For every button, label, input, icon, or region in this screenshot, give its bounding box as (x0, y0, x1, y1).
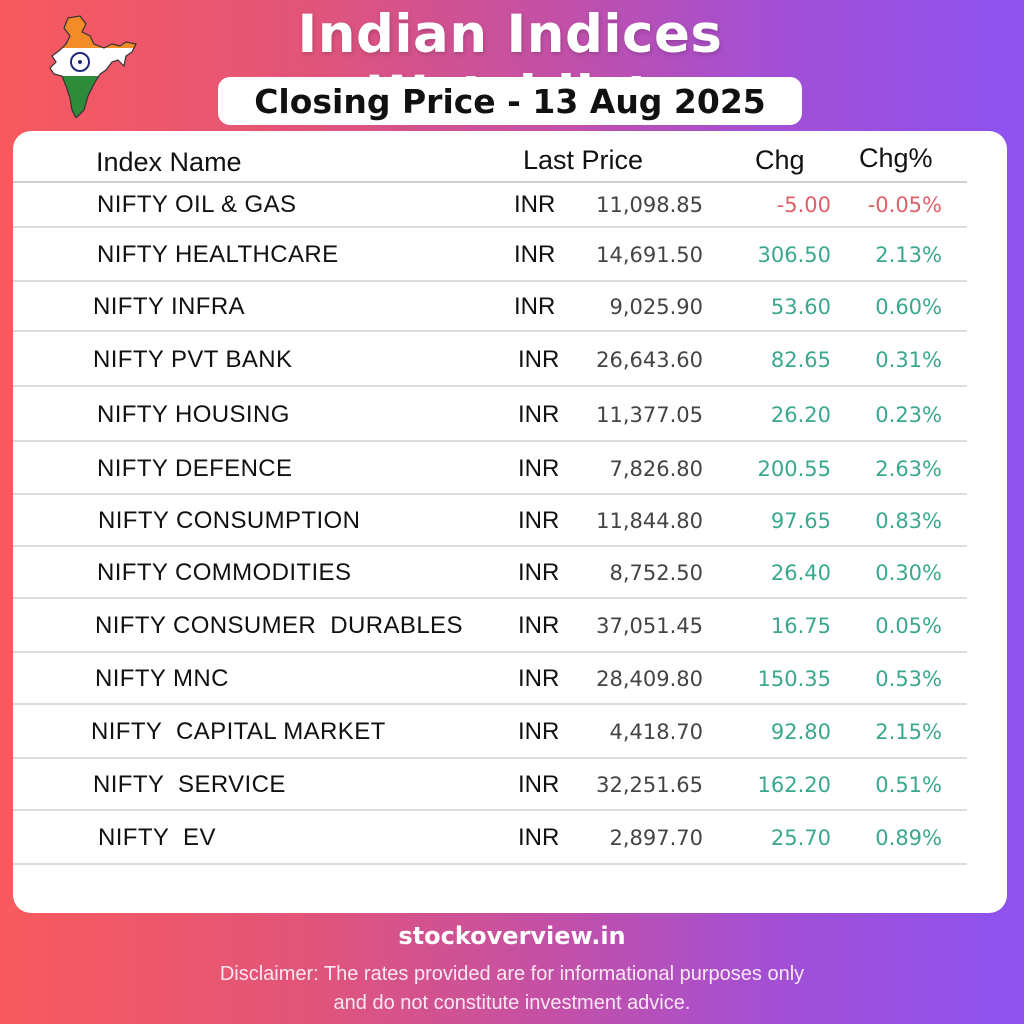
table-row[interactable]: NIFTY CONSUMPTION INR 11,844.80 97.65 0.83% (13, 495, 967, 547)
index-name: NIFTY HOUSING (97, 401, 290, 428)
index-name: NIFTY INFRA (93, 293, 245, 320)
last-price: 4,418.70 (609, 720, 703, 744)
table-row[interactable]: NIFTY OIL & GAS INR 11,098.85 -5.00 -0.05% (13, 181, 967, 228)
table-row[interactable]: NIFTY DEFENCE INR 7,826.80 200.55 2.63% (13, 442, 967, 495)
change-percent: 0.31% (875, 348, 942, 372)
table-header-row: Index Name Last Price Chg Chg% (13, 131, 967, 183)
table-row[interactable]: NIFTY HOUSING INR 11,377.05 26.20 0.23% (13, 387, 967, 442)
change-percent: 2.15% (875, 720, 942, 744)
change-percent: 0.60% (875, 295, 942, 319)
column-header-name: Index Name (96, 147, 242, 177)
change-percent: 0.53% (875, 667, 942, 691)
change-value: 16.75 (770, 614, 831, 638)
last-price: 2,897.70 (609, 826, 703, 850)
currency-label: INR (518, 665, 560, 692)
last-price: 11,098.85 (596, 193, 703, 217)
change-percent: 0.51% (875, 773, 942, 797)
last-price: 28,409.80 (596, 667, 703, 691)
change-value: 306.50 (757, 243, 831, 267)
currency-label: INR (518, 771, 560, 798)
change-percent: 0.05% (875, 614, 942, 638)
change-percent: -0.05% (867, 193, 942, 217)
india-flag-map-icon (49, 15, 137, 118)
change-percent: 0.23% (875, 403, 942, 427)
last-price: 8,752.50 (609, 561, 703, 585)
column-header-price: Last Price (523, 145, 644, 175)
index-name: NIFTY CONSUMPTION (98, 507, 361, 534)
index-name: NIFTY CAPITAL MARKET (91, 718, 386, 745)
disclaimer-line-2: and do not constitute investment advice. (333, 992, 691, 1014)
change-value: 25.70 (770, 826, 831, 850)
column-header-chg: Chg (755, 145, 805, 175)
currency-label: INR (518, 718, 560, 745)
last-price: 26,643.60 (596, 348, 703, 372)
table-row[interactable]: NIFTY PVT BANK INR 26,643.60 82.65 0.31% (13, 332, 967, 387)
change-value: 150.35 (757, 667, 831, 691)
change-value: 162.20 (757, 773, 831, 797)
currency-label: INR (518, 346, 560, 373)
table-row[interactable]: NIFTY HEALTHCARE INR 14,691.50 306.50 2.13% (13, 228, 967, 282)
table-row[interactable]: NIFTY COMMODITIES INR 8,752.50 26.40 0.30% (13, 547, 967, 599)
table-row[interactable]: NIFTY CONSUMER DURABLES INR 37,051.45 16.75… (13, 599, 967, 653)
last-price: 32,251.65 (596, 773, 703, 797)
index-name: NIFTY MNC (95, 665, 229, 692)
currency-label: INR (518, 612, 560, 639)
currency-label: INR (514, 293, 556, 320)
currency-label: INR (518, 507, 560, 534)
date-subtitle: Closing Price - 13 Aug 2025 (218, 77, 802, 125)
index-name: NIFTY COMMODITIES (97, 559, 352, 586)
disclaimer: Disclaimer: The rates provided are for i… (0, 960, 1024, 1018)
index-name: NIFTY SERVICE (93, 771, 286, 798)
change-value: 26.40 (770, 561, 831, 585)
watchlist-table: Index Name Last Price Chg Chg% NIFTY OIL… (13, 131, 1007, 913)
change-percent: 0.83% (875, 509, 942, 533)
change-value: 82.65 (770, 348, 831, 372)
change-percent: 2.13% (875, 243, 942, 267)
index-name: NIFTY OIL & GAS (97, 191, 297, 218)
index-name: NIFTY DEFENCE (97, 455, 293, 482)
subtitle-text: Closing Price - 13 Aug 2025 (254, 81, 766, 121)
change-percent: 0.30% (875, 561, 942, 585)
last-price: 11,377.05 (596, 403, 703, 427)
change-value: 97.65 (770, 509, 831, 533)
last-price: 7,826.80 (609, 457, 703, 481)
index-name: NIFTY HEALTHCARE (97, 241, 339, 268)
disclaimer-line-1: Disclaimer: The rates provided are for i… (219, 963, 805, 985)
currency-label: INR (518, 401, 560, 428)
change-percent: 0.89% (875, 826, 942, 850)
change-percent: 2.63% (875, 457, 942, 481)
change-value: 53.60 (770, 295, 831, 319)
last-price: 14,691.50 (596, 243, 703, 267)
currency-label: INR (514, 241, 556, 268)
table-row[interactable]: NIFTY INFRA INR 9,025.90 53.60 0.60% (13, 282, 967, 332)
last-price: 11,844.80 (596, 509, 703, 533)
table-row[interactable]: NIFTY CAPITAL MARKET INR 4,418.70 92.80 2.15… (13, 705, 967, 759)
currency-label: INR (514, 191, 556, 218)
table-row[interactable]: NIFTY MNC INR 28,409.80 150.35 0.53% (13, 653, 967, 705)
table-row[interactable]: NIFTY SERVICE INR 32,251.65 162.20 0.51% (13, 759, 967, 811)
change-value: 26.20 (770, 403, 831, 427)
currency-label: INR (518, 824, 560, 851)
index-name: NIFTY EV (98, 824, 216, 851)
index-name: NIFTY PVT BANK (93, 346, 293, 373)
index-name: NIFTY CONSUMER DURABLES (95, 612, 463, 639)
change-value: -5.00 (776, 193, 831, 217)
currency-label: INR (518, 455, 560, 482)
currency-label: INR (518, 559, 560, 586)
change-value: 200.55 (757, 457, 831, 481)
column-header-chg-pct: Chg% (859, 143, 933, 173)
website-label: stockoverview.in (398, 922, 626, 950)
last-price: 9,025.90 (609, 295, 703, 319)
table-row[interactable]: NIFTY EV INR 2,897.70 25.70 0.89% (13, 811, 967, 865)
change-value: 92.80 (770, 720, 831, 744)
last-price: 37,051.45 (596, 614, 703, 638)
